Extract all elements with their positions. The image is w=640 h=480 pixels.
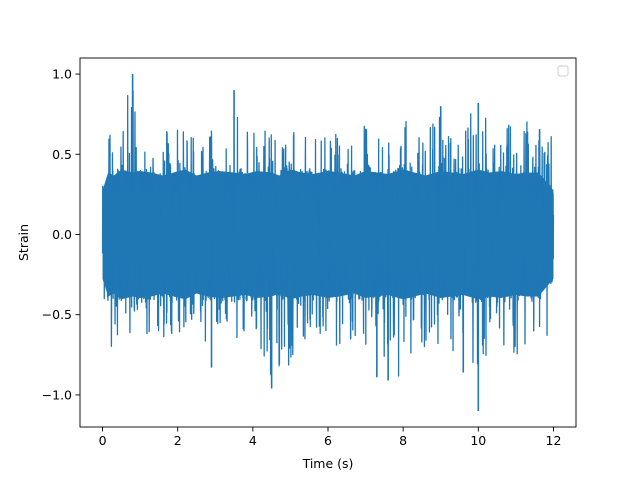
x-tick-label-5: 10 bbox=[470, 433, 486, 448]
y-axis: −1.0 −0.5 0.0 0.5 1.0 bbox=[42, 67, 80, 402]
y-tick-label-3: 0.5 bbox=[52, 147, 72, 162]
y-tick-label-1: −0.5 bbox=[42, 307, 72, 322]
x-tick-label-0: 0 bbox=[99, 433, 107, 448]
x-tick-label-6: 12 bbox=[546, 433, 562, 448]
x-tick-label-2: 4 bbox=[249, 433, 257, 448]
x-axis-label: Time (s) bbox=[302, 456, 354, 471]
x-tick-label-4: 8 bbox=[399, 433, 407, 448]
x-tick-label-1: 2 bbox=[174, 433, 182, 448]
y-tick-label-2: 0.0 bbox=[52, 227, 72, 242]
y-tick-label-0: −1.0 bbox=[42, 387, 72, 402]
legend-box bbox=[557, 65, 569, 77]
plot-area bbox=[101, 74, 555, 411]
x-axis: 0 2 4 6 8 10 12 bbox=[99, 427, 562, 448]
x-tick-label-3: 6 bbox=[324, 433, 332, 448]
y-tick-label-4: 1.0 bbox=[52, 67, 72, 82]
y-axis-label: Strain bbox=[16, 224, 31, 261]
